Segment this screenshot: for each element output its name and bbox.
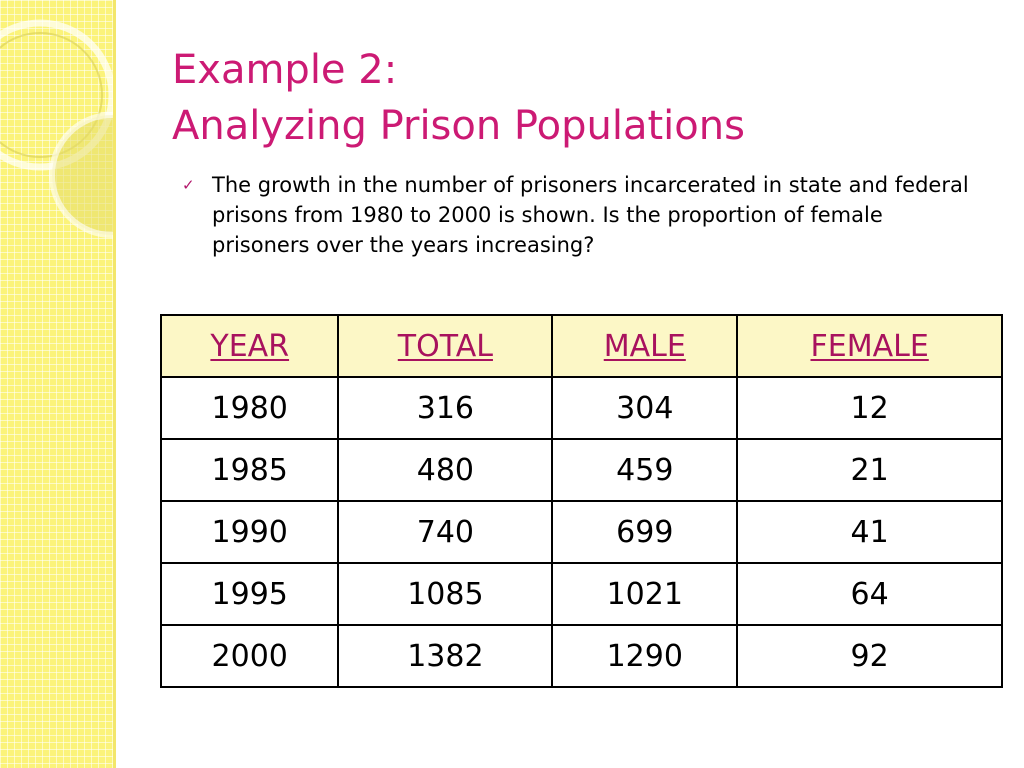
header-female: FEMALE [736,314,1003,378]
cell-year: 1980 [159,376,340,440]
cell-year: 1985 [159,438,340,502]
header-total: TOTAL [337,314,554,378]
cell-male: 304 [551,376,739,440]
cell-female: 21 [736,438,1003,502]
slide-title: Example 2: Analyzing Prison Populations [172,42,745,154]
bullet-item: ✓ The growth in the number of prisoners … [182,170,972,260]
title-line-1: Example 2: [172,47,398,93]
cell-female: 41 [736,500,1003,564]
cell-female: 12 [736,376,1003,440]
table-row: 1995 1085 1021 64 [159,562,1003,626]
header-year: YEAR [159,314,340,378]
title-line-2: Analyzing Prison Populations [172,103,745,149]
cell-male: 1290 [551,624,739,688]
cell-year: 1990 [159,500,340,564]
table-row: 2000 1382 1290 92 [159,624,1003,688]
cell-male: 699 [551,500,739,564]
sidebar-edge [113,0,116,768]
table-row: 1990 740 699 41 [159,500,1003,564]
cell-male: 1021 [551,562,739,626]
cell-female: 92 [736,624,1003,688]
table-header-row: YEAR TOTAL MALE FEMALE [159,314,1003,378]
cell-male: 459 [551,438,739,502]
decorative-sidebar [0,0,113,768]
cell-total: 480 [337,438,554,502]
cell-year: 1995 [159,562,340,626]
decorative-circles [0,19,113,238]
checkmark-icon: ✓ [182,176,195,194]
table-row: 1985 480 459 21 [159,438,1003,502]
cell-total: 316 [337,376,554,440]
bullet-text: The growth in the number of prisoners in… [212,173,969,257]
cell-year: 2000 [159,624,340,688]
cell-total: 1382 [337,624,554,688]
prison-population-table: YEAR TOTAL MALE FEMALE 1980 316 304 12 1… [159,314,1003,688]
cell-total: 1085 [337,562,554,626]
cell-female: 64 [736,562,1003,626]
cell-total: 740 [337,500,554,564]
table-row: 1980 316 304 12 [159,376,1003,440]
header-male: MALE [551,314,739,378]
